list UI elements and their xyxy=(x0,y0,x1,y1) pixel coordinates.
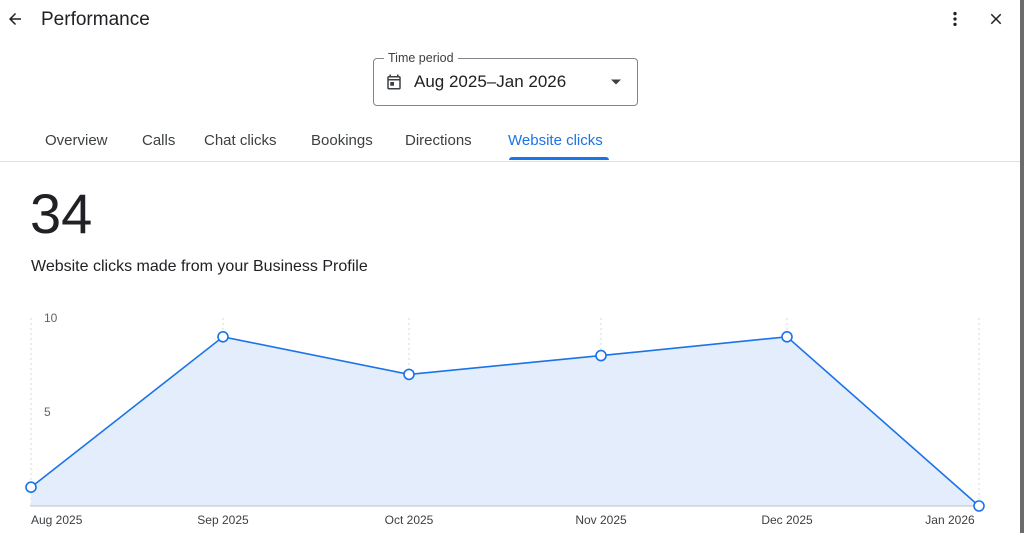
x-tick-label-3: Nov 2025 xyxy=(575,513,627,527)
page-title: Performance xyxy=(41,9,150,30)
time-period-select[interactable]: Time period Aug 2025–Jan 2026 xyxy=(373,51,638,106)
time-period-value: Aug 2025–Jan 2026 xyxy=(414,72,567,91)
y-tick-label-0: 5 xyxy=(44,405,51,419)
tab-bookings[interactable]: Bookings xyxy=(311,132,373,149)
tab-directions[interactable]: Directions xyxy=(405,132,472,149)
active-tab-indicator xyxy=(509,157,609,160)
more-options-button[interactable] xyxy=(944,8,966,30)
data-point-5 xyxy=(973,500,985,512)
back-button[interactable] xyxy=(4,8,26,30)
chart-canvas: 5 10 Aug 2025 Sep 2025 Oct 2025 Nov 2025 Dec 2… xyxy=(25,311,985,527)
dropdown-arrow-icon xyxy=(611,79,621,85)
time-period-label: Time period xyxy=(384,51,458,66)
tab-overview[interactable]: Overview xyxy=(45,132,108,149)
series-line xyxy=(30,335,980,507)
data-point-0 xyxy=(25,481,37,493)
tab-website-clicks[interactable]: Website clicks xyxy=(508,132,603,149)
data-point-3 xyxy=(595,349,607,362)
close-icon xyxy=(990,13,1002,25)
total-clicks-value: 34 xyxy=(30,182,93,245)
tab-calls[interactable]: Calls xyxy=(142,132,176,149)
y-tick-label-1: 10 xyxy=(44,311,58,325)
data-point-1 xyxy=(217,330,229,343)
arrow-back-icon xyxy=(9,13,21,25)
data-point-2 xyxy=(403,368,415,381)
x-tick-label-0: Aug 2025 xyxy=(31,513,83,527)
x-tick-label-1: Sep 2025 xyxy=(197,513,249,527)
x-tick-label-2: Oct 2025 xyxy=(385,513,434,527)
more-vert-icon xyxy=(953,11,957,27)
x-tick-label-4: Dec 2025 xyxy=(761,513,813,527)
x-tick-label-5: Jan 2026 xyxy=(925,513,975,527)
window-edge xyxy=(1020,0,1024,533)
calendar-icon xyxy=(387,74,401,90)
area-fill xyxy=(31,336,979,506)
metric-description: Website clicks made from your Business P… xyxy=(31,258,368,275)
close-button[interactable] xyxy=(985,8,1007,30)
top-bar: Performance xyxy=(0,0,1024,40)
tab-bar: Overview Calls Chat clicks Bookings Dire… xyxy=(0,122,1020,162)
tab-chat-clicks[interactable]: Chat clicks xyxy=(204,132,277,149)
data-point-4 xyxy=(781,330,793,343)
website-clicks-chart: 5 10 Aug 2025 Sep 2025 Oct 2025 Nov 2025 Dec 2… xyxy=(0,300,1020,533)
